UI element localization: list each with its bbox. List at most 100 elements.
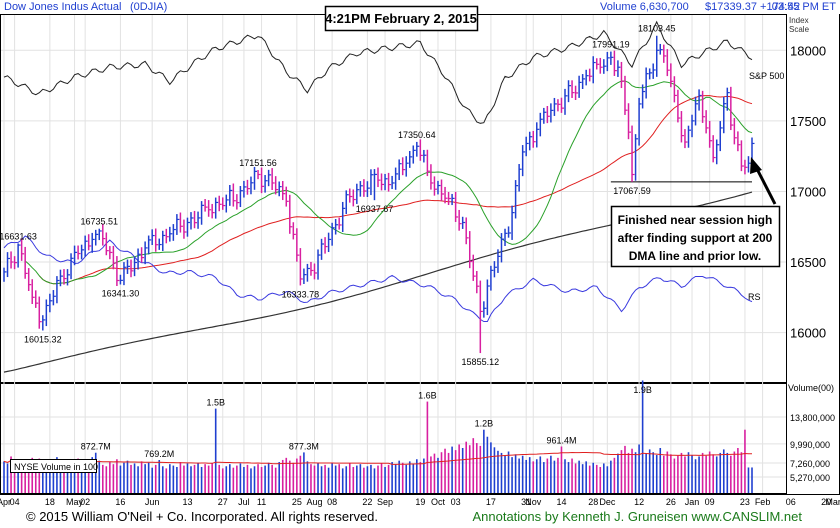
price-bar [207, 200, 212, 217]
date-tick-label: Jul [238, 497, 250, 507]
price-bar [655, 35, 660, 77]
price-bar [341, 201, 346, 232]
price-bar [183, 219, 187, 239]
price-bar [606, 52, 610, 72]
timestamp-text: 4:21PM February 2, 2015 [325, 11, 477, 26]
date-tick-label: 09 [705, 497, 715, 507]
date-tick-label: Apr [0, 497, 11, 507]
price-bar [239, 186, 243, 208]
price-bar [123, 262, 127, 286]
price-tick-label: 16500 [790, 255, 826, 270]
price-bar [394, 167, 399, 190]
date-tick-label: 04 [10, 497, 20, 507]
price-bar [190, 212, 194, 230]
price-callout-label: 16015.32 [24, 334, 62, 344]
price-bar [412, 145, 416, 164]
price-bar [419, 139, 423, 161]
price-bar [271, 168, 275, 191]
price-bar [744, 159, 748, 175]
sp500-line [3, 20, 753, 124]
price-bar [246, 179, 250, 195]
date-tick-label: Nov [525, 497, 542, 507]
price-bar [465, 217, 469, 245]
price-bar [384, 173, 388, 191]
price-bar [645, 67, 649, 99]
price-bar [52, 290, 56, 306]
volume-callout-label: 1.2B [475, 419, 494, 429]
price-bar [66, 269, 71, 286]
volume-callout-label: 877.3M [289, 441, 319, 451]
price-bar [479, 280, 483, 354]
price-bar [73, 245, 78, 266]
price-bar [581, 74, 586, 90]
price-bar [144, 241, 148, 265]
price-bar [719, 121, 723, 152]
price-bar [468, 231, 473, 269]
price-bar [176, 214, 180, 235]
price-bar [426, 149, 430, 177]
price-bar [20, 238, 25, 261]
volume-bars [3, 380, 753, 493]
price-bar [56, 276, 60, 304]
price-bar [151, 229, 155, 246]
price-bar [437, 180, 441, 195]
price-bar [652, 63, 656, 79]
price-bar [691, 114, 695, 138]
date-tick-label: 12 [634, 497, 644, 507]
price-bar [666, 49, 670, 77]
price-bar [599, 57, 603, 74]
nyse-volume-legend-box [10, 459, 97, 473]
price-bar [260, 167, 265, 194]
price-bar [154, 228, 159, 252]
price-bar [243, 180, 247, 198]
date-tick-label: 31 [521, 497, 531, 507]
price-bar [42, 315, 46, 331]
price-bar [486, 279, 490, 316]
volume-callout-label: 1.5B [206, 398, 225, 408]
footer: © 2015 William O'Neil + Co. Incorporated… [0, 507, 840, 528]
price-bar [641, 84, 646, 109]
price-bar [708, 120, 713, 148]
price-bar [172, 224, 176, 241]
volume-callout-label: 1.6B [418, 391, 437, 401]
price-bar [726, 87, 730, 111]
price-bar [133, 257, 138, 277]
price-bar [3, 267, 7, 282]
price-bar [274, 176, 279, 195]
volume-tick-label: 5,270,000 [790, 473, 830, 483]
volume-callout-label: 769.2M [144, 449, 174, 459]
price-bar [511, 205, 515, 240]
price-tick-label: 18000 [790, 43, 826, 58]
price-bar [663, 44, 667, 63]
price-bar [430, 164, 434, 190]
date-tick-label: 19 [415, 497, 425, 507]
price-callout-label: 17991.19 [592, 40, 630, 50]
date-tick-label: Aug [306, 497, 322, 507]
rs-label: RS [748, 292, 761, 302]
price-bar [338, 217, 342, 230]
date-tick-label: 14 [556, 497, 566, 507]
price-bar [63, 269, 67, 285]
dma50-line [24, 80, 753, 285]
price-bar [84, 235, 88, 257]
price-bar [345, 190, 349, 215]
price-bar [377, 167, 381, 188]
price-bar [116, 256, 120, 286]
indicator-lines [3, 20, 753, 373]
price-bar [24, 246, 28, 279]
price-bar [200, 201, 205, 225]
header-volume: Volume 6,630,700 [600, 1, 689, 13]
price-bar [539, 112, 543, 137]
price-bar [553, 97, 557, 116]
annotation-arrow-shaft [754, 166, 777, 205]
price-bar [578, 75, 582, 98]
rs-line [3, 235, 753, 322]
price-bar [352, 189, 356, 207]
price-bar [80, 244, 85, 260]
price-bar [313, 263, 317, 280]
price-bar [454, 191, 459, 222]
price-bar [292, 222, 296, 240]
date-tick-label: 28 [588, 497, 598, 507]
price-bar [285, 186, 289, 207]
price-callout-label: 16937.67 [356, 204, 394, 214]
